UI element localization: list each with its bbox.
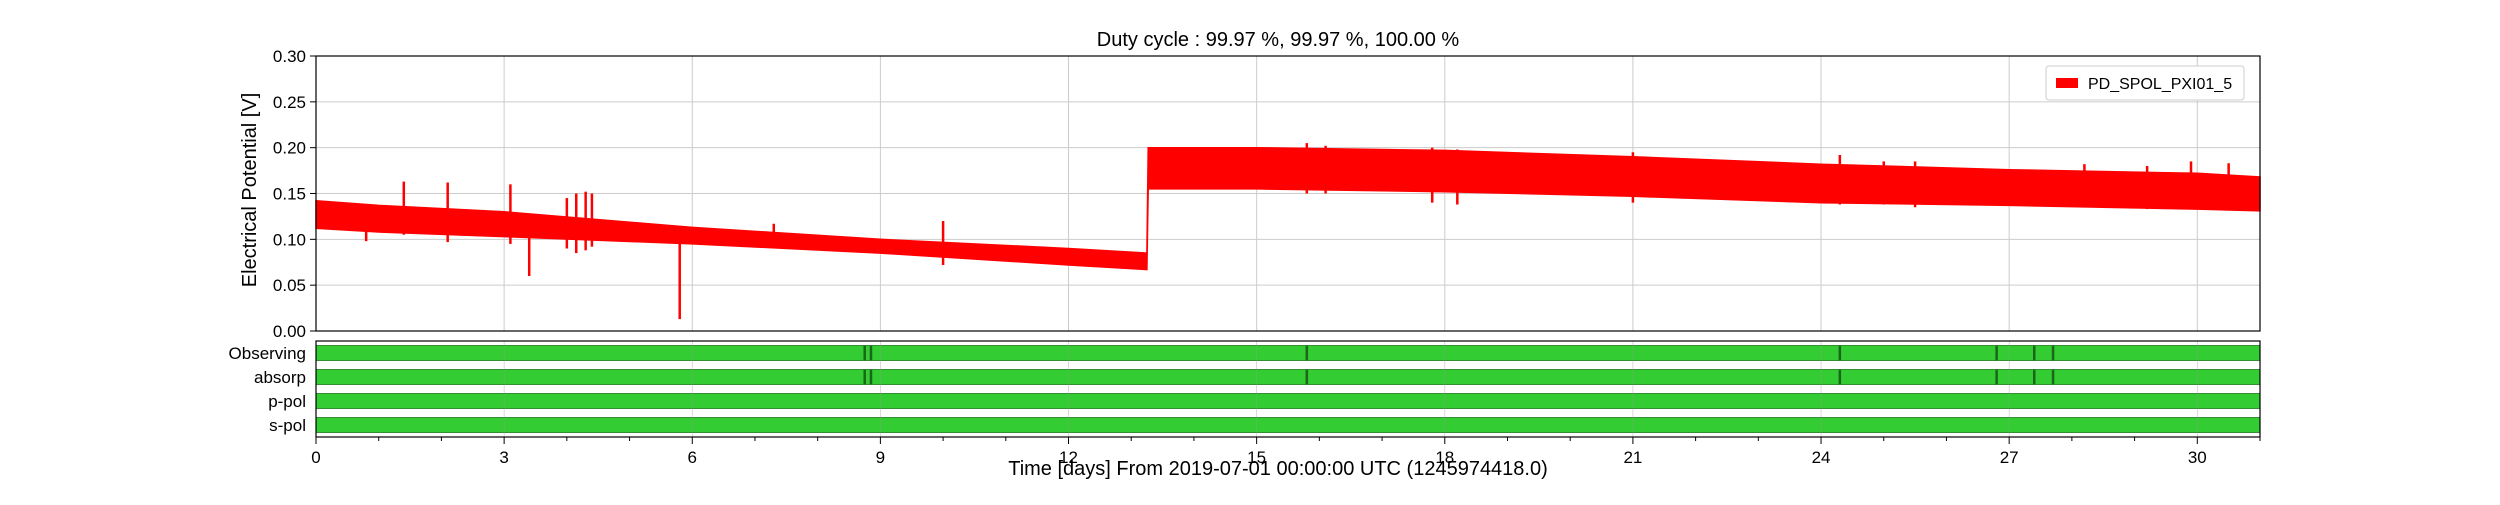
x-tick-label: 15: [1247, 448, 1266, 467]
chart-title: Duty cycle : 99.97 %, 99.97 %, 100.00 %: [1097, 29, 1460, 51]
legend[interactable]: PD_SPOL_PXI01_5: [2045, 65, 2245, 101]
y-tick-label: 0.30: [273, 47, 306, 66]
x-tick-label: 21: [1623, 448, 1642, 467]
x-tick-label: 0: [311, 448, 320, 467]
x-tick-label: 12: [1059, 448, 1078, 467]
x-tick-label: 3: [499, 448, 508, 467]
y-tick-label: 0.05: [273, 276, 306, 295]
x-axis: 0 3 6 9 12 15 18 21 24 27 30: [311, 437, 2261, 467]
main-plot-frame: [315, 55, 2261, 332]
y-tick-label: 0.20: [273, 139, 306, 158]
segment-bar: [315, 417, 2261, 433]
segment-row-p-pol: p-pol: [268, 392, 2261, 411]
y-tick-label: 0.10: [273, 230, 306, 249]
x-tick-label: 24: [1812, 448, 1831, 467]
x-axis-label: Time [days] From 2019-07-01 00:00:00 UTC…: [1008, 458, 1548, 480]
y-axis-label: Electrical Potential [V]: [239, 93, 261, 288]
legend-box: [2045, 65, 2245, 101]
x-tick-label: 6: [688, 448, 697, 467]
x-tick-label: 18: [1435, 448, 1454, 467]
series-band: [315, 146, 2261, 271]
segment-row-s-pol: s-pol: [269, 416, 2261, 435]
x-tick-label: 9: [876, 448, 885, 467]
y-tick-label: 0.00: [273, 322, 306, 341]
segment-label: Observing: [229, 344, 306, 363]
y-tick-label: 0.15: [273, 185, 306, 204]
x-tick-label: 27: [2000, 448, 2019, 467]
x-tick-label: 30: [2188, 448, 2207, 467]
segment-bar: [315, 369, 2261, 385]
segment-label: p-pol: [268, 392, 306, 411]
y-tick-label: 0.25: [273, 93, 306, 112]
segments-frame: [315, 340, 2261, 438]
segment-row-absorp: absorp: [254, 368, 2261, 387]
segments-panel: Observing absorp p-pol s-pol: [229, 340, 2261, 438]
segment-label: absorp: [254, 368, 306, 387]
main-plot-area: 0.00 0.05 0.10 0.15 0.20 0.25 0.30: [273, 47, 2261, 341]
segment-row-observing: Observing: [229, 344, 2261, 363]
legend-swatch: [2056, 78, 2078, 88]
segment-bar: [315, 393, 2261, 409]
legend-label: PD_SPOL_PXI01_5: [2088, 76, 2232, 93]
segment-bar: [315, 345, 2261, 361]
segment-label: s-pol: [269, 416, 306, 435]
